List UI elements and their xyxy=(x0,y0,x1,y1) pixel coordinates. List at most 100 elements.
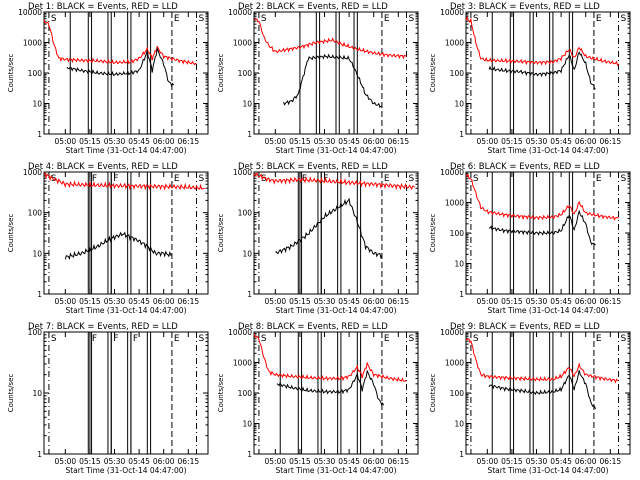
x-tick-label: 05:30 xyxy=(526,297,548,306)
marker-label: E xyxy=(596,14,602,24)
chart-title: Det 2: BLACK = Events, RED = LLD xyxy=(238,2,388,12)
x-axis-label: Start Time (31-Oct-14 04:47:00) xyxy=(65,306,186,315)
marker-label: S xyxy=(473,334,479,344)
x-tick-label: 05:15 xyxy=(501,457,523,466)
marker-label: E xyxy=(596,334,602,344)
plot-frame xyxy=(465,171,631,295)
series-line-lld xyxy=(465,173,619,221)
x-tick-label: 05:30 xyxy=(526,137,548,146)
series-line-lld xyxy=(253,18,407,60)
chart-panel-det-8: Det 8: BLACK = Events, RED = LLD 1 10 100 10… xyxy=(217,322,419,475)
chart-title: Det 6: BLACK = Events, RED = LLD xyxy=(450,162,600,172)
marker-label: S xyxy=(409,174,415,184)
x-tick-label: 06:15 xyxy=(600,457,622,466)
y-tick-label: 1000 xyxy=(445,39,464,48)
marker-label: S xyxy=(51,174,57,184)
x-tick-label: 05:00 xyxy=(477,297,499,306)
chart-title: Det 3: BLACK = Events, RED = LLD xyxy=(450,2,600,12)
x-tick-label: 05:00 xyxy=(477,137,499,146)
y-tick-label: 1000 xyxy=(233,168,252,177)
x-tick-label: 05:15 xyxy=(501,137,523,146)
x-tick-label: 05:15 xyxy=(289,137,311,146)
y-axis-label: Counts/sec xyxy=(217,54,225,93)
series-line-events xyxy=(66,46,175,88)
y-tick-label: 100 xyxy=(238,209,253,218)
chart-panel-det-6: Det 6: BLACK = Events, RED = LLD 1 10 100 10… xyxy=(429,162,631,315)
x-axis-label: Start Time (31-Oct-14 04:47:00) xyxy=(275,466,396,475)
chart-panel-det-4: Det 4: BLACK = Events, RED = LLD 1 10 100 10… xyxy=(7,162,209,315)
x-tick-label: 05:30 xyxy=(314,457,336,466)
series-line-events xyxy=(283,53,383,109)
chart-title: Det 7: BLACK = Events, RED = LLD xyxy=(28,322,178,332)
marker-label: S xyxy=(51,14,57,24)
y-tick-label: 10 xyxy=(32,389,42,398)
x-axis-label: Start Time (31-Oct-14 04:47:00) xyxy=(487,466,608,475)
chart-panel-det-5: Det 5: BLACK = Events, RED = LLD 1 10 100 10… xyxy=(217,162,419,315)
marker-label: E xyxy=(384,334,390,344)
y-axis-label: Counts/sec xyxy=(7,374,15,413)
y-tick-label: 10 xyxy=(242,100,252,109)
x-tick-label: 06:00 xyxy=(363,137,385,146)
x-tick-label: 05:45 xyxy=(550,457,572,466)
y-axis-label: Counts/sec xyxy=(217,214,225,253)
x-axis-label: Start Time (31-Oct-14 04:47:00) xyxy=(275,306,396,315)
x-tick-label: 05:30 xyxy=(314,137,336,146)
x-tick-label: 05:45 xyxy=(128,297,150,306)
series-line-events xyxy=(275,197,383,260)
y-axis-label: Counts/sec xyxy=(429,214,437,253)
y-tick-label: 10 xyxy=(454,420,464,429)
x-tick-label: 05:45 xyxy=(338,137,360,146)
series-line-events xyxy=(276,369,385,406)
chart-title: Det 9: BLACK = Events, RED = LLD xyxy=(450,322,600,332)
chart-title: Det 8: BLACK = Events, RED = LLD xyxy=(238,322,388,332)
y-tick-label: 1 xyxy=(37,130,42,139)
series-line-events xyxy=(64,231,172,260)
x-tick-label: 06:00 xyxy=(363,457,385,466)
marker-label: S xyxy=(199,14,205,24)
series-line-events xyxy=(488,209,596,246)
x-tick-label: 06:00 xyxy=(153,137,175,146)
series-line-events xyxy=(488,370,597,410)
marker-label: S xyxy=(261,334,267,344)
y-axis-label: Counts/sec xyxy=(429,374,437,413)
x-tick-label: 05:00 xyxy=(55,137,77,146)
x-tick-label: 05:00 xyxy=(265,457,287,466)
series-line-lld xyxy=(253,172,416,191)
y-tick-label: 100 xyxy=(28,69,43,78)
x-tick-label: 06:15 xyxy=(600,137,622,146)
y-tick-label: 10000 xyxy=(440,328,464,337)
marker-label: E xyxy=(174,14,180,24)
y-tick-label: 10 xyxy=(32,100,42,109)
y-tick-label: 1 xyxy=(247,450,252,459)
y-tick-label: 1000 xyxy=(23,168,42,177)
x-tick-label: 05:15 xyxy=(79,457,101,466)
marker-label: S xyxy=(621,174,627,184)
plot-frame xyxy=(43,331,209,455)
marker-label: F xyxy=(113,334,118,344)
y-axis-label: Counts/sec xyxy=(7,54,15,93)
y-tick-label: 1 xyxy=(459,130,464,139)
y-axis-label: Counts/sec xyxy=(429,54,437,93)
marker-label: S xyxy=(621,14,627,24)
y-tick-label: 1 xyxy=(37,450,42,459)
series-line-lld xyxy=(43,172,205,191)
marker-label: E xyxy=(384,174,390,184)
marker-label: S xyxy=(199,334,205,344)
chart-title: Det 5: BLACK = Events, RED = LLD xyxy=(238,162,388,172)
y-axis-label: Counts/sec xyxy=(7,214,15,253)
marker-label: S xyxy=(199,174,205,184)
y-tick-label: 1000 xyxy=(233,359,252,368)
y-tick-label: 1 xyxy=(37,290,42,299)
x-tick-label: 05:00 xyxy=(55,297,77,306)
y-tick-label: 10 xyxy=(454,100,464,109)
y-axis-label: Counts/sec xyxy=(217,374,225,413)
x-tick-label: 06:15 xyxy=(178,457,200,466)
y-tick-label: 100 xyxy=(238,69,253,78)
x-tick-label: 06:00 xyxy=(575,297,597,306)
plot-frame xyxy=(253,171,419,295)
y-tick-label: 1 xyxy=(247,290,252,299)
y-tick-label: 10000 xyxy=(228,8,252,17)
x-tick-label: 06:15 xyxy=(600,297,622,306)
marker-label: F xyxy=(113,174,118,184)
y-tick-label: 100 xyxy=(450,389,465,398)
